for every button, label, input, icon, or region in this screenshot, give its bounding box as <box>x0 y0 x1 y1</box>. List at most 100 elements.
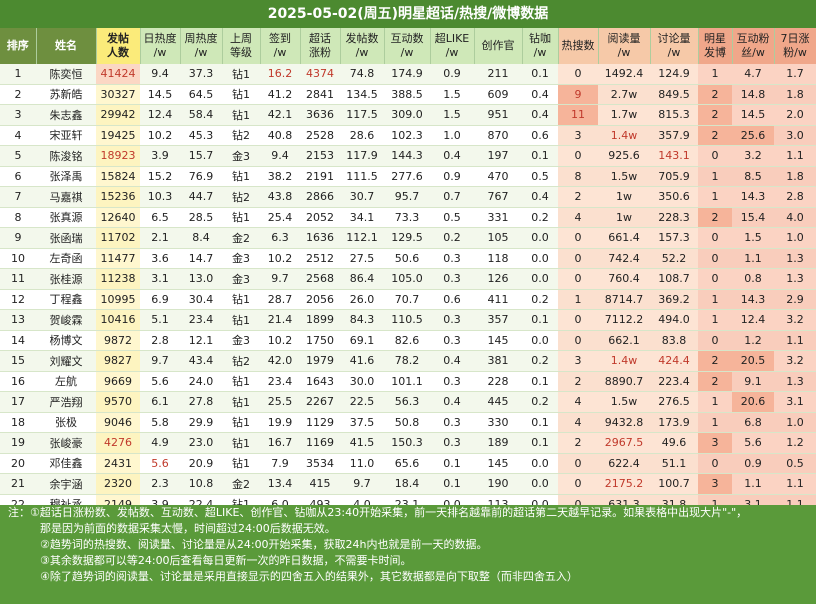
table-cell: 357.9 <box>650 125 698 146</box>
table-cell: 3.0 <box>774 125 816 146</box>
table-cell: 钻2 <box>222 186 260 208</box>
table-cell: 3.2 <box>732 145 774 167</box>
table-cell: 2 <box>698 84 732 105</box>
table-cell: 1.0 <box>430 125 474 146</box>
table-cell: 10.2 <box>260 330 300 351</box>
table-cell: 50.6 <box>384 248 430 269</box>
table-cell: 刘耀文 <box>36 350 96 372</box>
table-cell: 2 <box>558 186 598 208</box>
table-cell: 0.4 <box>430 391 474 413</box>
table-cell: 10.2 <box>260 248 300 269</box>
table-cell: 1899 <box>300 309 340 331</box>
table-cell: 82.6 <box>384 330 430 351</box>
table-cell: 0.6 <box>522 125 558 146</box>
table-cell: 14.8 <box>732 84 774 105</box>
table-cell: 110.5 <box>384 309 430 331</box>
footnotes: 注：①超话日涨粉数、发帖数、互动数、超LIKE、创作官、钻咖从23:40开始采集… <box>0 505 816 604</box>
table-cell: 742.4 <box>598 248 650 269</box>
table-cell: 0.9 <box>430 166 474 187</box>
table-cell: 2967.5 <box>598 432 650 454</box>
table-cell: 10.2 <box>140 125 180 146</box>
table-cell: 余宇涵 <box>36 473 96 495</box>
table-cell: 钻1 <box>222 289 260 310</box>
table-cell: 5.8 <box>140 412 180 433</box>
column-header: 互动粉 丝/w <box>732 28 775 64</box>
table-cell: 钻1 <box>222 104 260 126</box>
column-header: 发帖数/w <box>340 28 385 64</box>
table-cell: 4 <box>0 125 36 146</box>
table-cell: 0.3 <box>430 432 474 454</box>
table-cell: 388.5 <box>384 84 430 105</box>
table-cell: 64.5 <box>180 84 222 105</box>
table-cell: 0.4 <box>430 350 474 372</box>
table-cell: 145 <box>474 453 522 474</box>
column-header: 发帖 人数 <box>96 28 141 64</box>
table-row: 13 贺峻霖 10416 5.1 23.4 钻1 21.4 1899 84.3 110.5 0.3 3… <box>0 309 816 331</box>
table-cell: 117.9 <box>340 145 384 167</box>
table-cell: 43.4 <box>180 350 222 372</box>
table-cell: 2512 <box>300 248 340 269</box>
table-cell: 3.9 <box>140 145 180 167</box>
table-cell: 11238 <box>96 268 140 290</box>
table-cell: 钻1 <box>222 371 260 392</box>
table-cell: 0.2 <box>522 350 558 372</box>
table-cell: 15.2 <box>140 166 180 187</box>
table-cell: 84.3 <box>340 309 384 331</box>
table-cell: 174.9 <box>384 64 430 85</box>
table-cell: 2 <box>558 432 598 454</box>
table-cell: 9 <box>558 84 598 105</box>
table-cell: 26.0 <box>340 289 384 310</box>
table-cell: 6.3 <box>260 227 300 249</box>
table-cell: 0 <box>698 453 732 474</box>
table-cell: 0.1 <box>522 371 558 392</box>
table-cell: 1.1 <box>774 145 816 167</box>
table-cell: 1.5 <box>732 227 774 249</box>
table-cell: 95.7 <box>384 186 430 208</box>
note-3: ③其余数据都可以等24:00后查看每日更新一次的昨日数据，不需要卡时间。 <box>40 554 412 567</box>
column-header: 钻咖/w <box>522 28 559 64</box>
table-row: 6 张泽禹 15824 15.2 76.9 钻1 38.2 2191 111.5 277.6 0.9… <box>0 166 816 187</box>
table-cell: 849.5 <box>650 84 698 105</box>
table-cell: 1.7 <box>774 64 816 85</box>
table-cell: 钻2 <box>222 125 260 146</box>
table-cell: 10.8 <box>180 473 222 495</box>
table-cell: 钻1 <box>222 453 260 474</box>
table-cell: 18.4 <box>384 473 430 495</box>
table-cell: 1 <box>698 166 732 187</box>
table-cell: 11 <box>0 268 36 290</box>
table-cell: 1 <box>698 391 732 413</box>
table-cell: 9570 <box>96 391 140 413</box>
table-cell: 1.8 <box>774 84 816 105</box>
table-cell: 350.6 <box>650 186 698 208</box>
table-cell: 8 <box>558 166 598 187</box>
table-cell: 0.5 <box>522 166 558 187</box>
table-cell: 1.1 <box>774 330 816 351</box>
table-cell: 27.5 <box>340 248 384 269</box>
table-cell: 30.4 <box>180 289 222 310</box>
table-cell: 18 <box>0 412 36 433</box>
table-cell: 金3 <box>222 145 260 167</box>
column-header: 姓名 <box>36 28 97 64</box>
table-cell: 2.8 <box>140 330 180 351</box>
table-cell: 1979 <box>300 350 340 372</box>
table-cell: 197 <box>474 145 522 167</box>
table-cell: 0.4 <box>522 104 558 126</box>
table-cell: 钻1 <box>222 432 260 454</box>
table-cell: 14.7 <box>180 248 222 269</box>
table-cell: 0.4 <box>522 84 558 105</box>
column-header: 7日涨 粉/w <box>774 28 816 64</box>
note-2: ②趋势词的热搜数、阅读量、讨论量是从24:00开始采集，获取24h内也就是前一天… <box>40 538 488 551</box>
table-cell: 25.5 <box>260 391 300 413</box>
table-cell: 41.5 <box>340 432 384 454</box>
table-cell: 3.2 <box>774 350 816 372</box>
table-cell: 4 <box>558 412 598 433</box>
table-cell: 41.2 <box>260 84 300 105</box>
table-cell: 23.4 <box>180 309 222 331</box>
table-row: 15 刘耀文 9827 9.7 43.4 钻2 42.0 1979 41.6 78.2 0.4 381… <box>0 350 816 372</box>
table-cell: 1.1 <box>732 248 774 269</box>
table-row: 12 丁程鑫 10995 6.9 30.4 钻1 28.7 2056 26.0 70.7 0.6 41… <box>0 289 816 310</box>
table-cell: 2.0 <box>774 104 816 126</box>
table-cell: 105.0 <box>384 268 430 290</box>
table-cell: 1.0 <box>774 227 816 249</box>
table-cell: 108.7 <box>650 268 698 290</box>
